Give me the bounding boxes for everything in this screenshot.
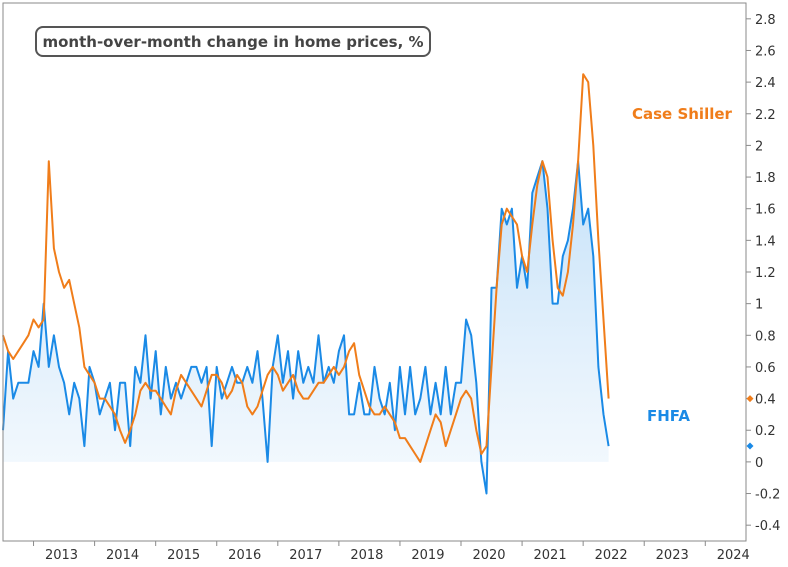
x-tick-label: 2013 <box>45 548 78 563</box>
y-tick-label: 1.6 <box>755 203 776 218</box>
y-tick-label: 1.4 <box>755 234 776 249</box>
x-tick-label: 2014 <box>106 548 139 563</box>
y-tick-label: -0.2 <box>755 488 780 503</box>
y-tick-label: 2 <box>755 139 763 154</box>
y-tick-label: 2.6 <box>755 44 776 59</box>
y-tick-label: 0.6 <box>755 361 776 376</box>
y-tick-label: 1.2 <box>755 266 776 281</box>
series-line-fhfa <box>2 160 610 495</box>
y-tick-label: 1.8 <box>755 171 776 186</box>
y-tick-label: 0 <box>755 456 763 471</box>
series-label-case-shiller: Case Shiller <box>632 105 732 123</box>
series-line-case-shiller <box>2 73 610 463</box>
x-tick-label: 2020 <box>472 548 505 563</box>
y-tick-label: 2.2 <box>755 108 776 123</box>
chart-title: month-over-month change in home prices, … <box>35 26 431 57</box>
x-tick-label: 2022 <box>595 548 628 563</box>
x-tick-label: 2019 <box>411 548 444 563</box>
y-tick-label: 0.4 <box>755 393 776 408</box>
y-tick-label: 0.8 <box>755 329 776 344</box>
x-tick-label: 2015 <box>167 548 200 563</box>
fhfa-area-fill <box>3 161 609 494</box>
x-tick-label: 2021 <box>534 548 567 563</box>
y-tick-label: 0.2 <box>755 424 776 439</box>
last-value-marker-fhfa <box>746 442 754 450</box>
y-tick-label: 1 <box>755 298 763 313</box>
y-tick-label: 2.4 <box>755 76 776 91</box>
y-tick-label: 2.8 <box>755 13 776 28</box>
y-tick-label: -0.4 <box>755 519 780 534</box>
last-value-marker-case-shiller <box>746 395 754 403</box>
x-tick-label: 2016 <box>228 548 261 563</box>
x-tick-label: 2017 <box>289 548 322 563</box>
x-tick-label: 2018 <box>350 548 383 563</box>
x-tick-label: 2024 <box>717 548 750 563</box>
x-tick-label: 2023 <box>656 548 689 563</box>
series-label-fhfa: FHFA <box>647 407 690 425</box>
